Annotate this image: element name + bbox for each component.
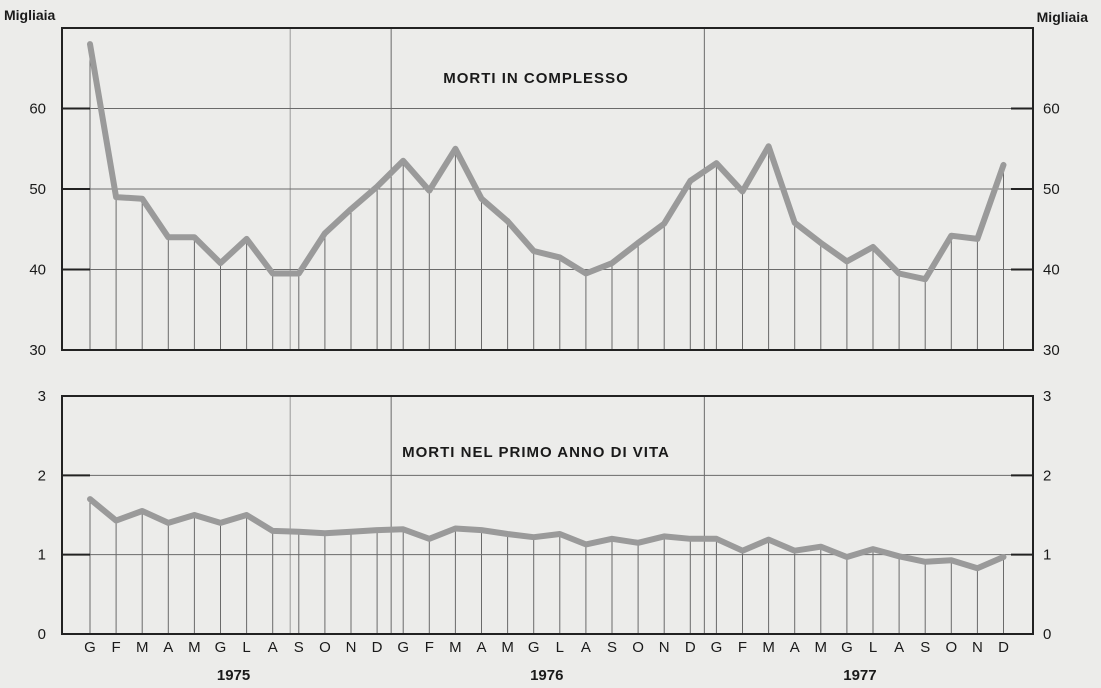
x-tick-label-month: F (738, 639, 747, 656)
unit-label-right: Migliaia (1037, 9, 1089, 25)
y-tick-label-left: 2 (38, 467, 46, 484)
x-tick-label-month: G (84, 639, 96, 656)
y-tick-label-right: 40 (1043, 262, 1060, 279)
plot-frame (61, 395, 1034, 635)
x-tick-label-month: O (632, 639, 644, 656)
y-tick-label-right: 50 (1043, 181, 1060, 198)
x-tick-label-month: N (972, 639, 983, 656)
x-tick-label-month: A (790, 639, 800, 656)
x-tick-label-month: G (528, 639, 540, 656)
y-tick-label-left: 0 (38, 626, 46, 643)
y-tick-label-right: 30 (1043, 342, 1060, 359)
x-tick-label-month: A (476, 639, 486, 656)
x-tick-label-month: G (215, 639, 227, 656)
x-tick-label-month: A (894, 639, 904, 656)
x-tick-label-month: L (242, 639, 250, 656)
x-tick-label-month: M (449, 639, 462, 656)
x-tick-label-month: L (869, 639, 877, 656)
x-tick-label-month: M (188, 639, 201, 656)
x-tick-label-month: S (920, 639, 930, 656)
x-tick-label-month: D (998, 639, 1009, 656)
x-tick-label-month: A (581, 639, 591, 656)
x-tick-label-month: N (346, 639, 357, 656)
x-tick-label-month: D (372, 639, 383, 656)
y-tick-label-left: 60 (29, 101, 46, 118)
y-tick-label-right: 1 (1043, 547, 1051, 564)
y-tick-label-right: 0 (1043, 626, 1051, 643)
chart-title-top: MORTI IN COMPLESSO (443, 70, 629, 87)
chart-title-bottom: MORTI NEL PRIMO ANNO DI VITA (402, 444, 670, 461)
x-tick-label-month: F (112, 639, 121, 656)
x-tick-label-month: A (163, 639, 173, 656)
x-tick-label-month: M (501, 639, 514, 656)
x-tick-label-month: A (268, 639, 278, 656)
x-tick-label-month: G (841, 639, 853, 656)
x-tick-label-month: G (711, 639, 723, 656)
x-tick-label-month: F (425, 639, 434, 656)
x-tick-label-month: S (607, 639, 617, 656)
y-tick-label-left: 50 (29, 181, 46, 198)
y-tick-label-left: 40 (29, 262, 46, 279)
x-tick-label-month: M (762, 639, 775, 656)
y-tick-label-right: 60 (1043, 101, 1060, 118)
y-tick-label-right: 3 (1043, 388, 1051, 405)
y-tick-label-right: 2 (1043, 467, 1051, 484)
x-tick-label-month: O (319, 639, 331, 656)
y-tick-label-left: 1 (38, 547, 46, 564)
y-tick-label-left: 3 (38, 388, 46, 405)
series-line (87, 496, 1007, 572)
unit-label-left: Migliaia (4, 7, 56, 23)
x-tick-label-month: D (685, 639, 696, 656)
x-tick-label-month: L (556, 639, 564, 656)
x-tick-label-month: S (294, 639, 304, 656)
x-tick-label-month: G (397, 639, 409, 656)
series-line (87, 41, 1007, 283)
x-tick-label-month: O (945, 639, 957, 656)
x-tick-label-month: M (136, 639, 149, 656)
x-tick-label-month: N (659, 639, 670, 656)
x-tick-label-year: 1975 (217, 667, 250, 684)
x-tick-label-year: 1977 (843, 667, 876, 684)
y-tick-label-left: 30 (29, 342, 46, 359)
x-tick-label-year: 1976 (530, 667, 563, 684)
plot-frame (61, 27, 1034, 351)
x-tick-label-month: M (815, 639, 828, 656)
